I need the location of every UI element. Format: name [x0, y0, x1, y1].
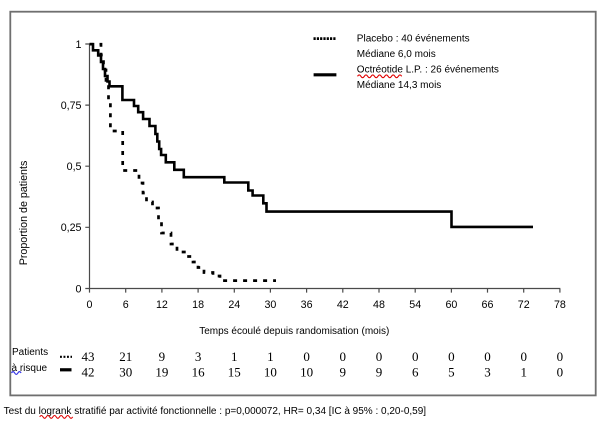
svg-text:Test du logrank stratifié par: Test du logrank stratifié par activité f…: [4, 406, 427, 417]
svg-text:0: 0: [484, 349, 491, 364]
svg-text:0: 0: [87, 299, 93, 311]
svg-text:6: 6: [412, 365, 419, 380]
svg-text:15: 15: [228, 365, 241, 380]
svg-text:42: 42: [82, 365, 95, 380]
svg-text:9: 9: [159, 349, 166, 364]
svg-text:3: 3: [484, 365, 491, 380]
svg-text:3: 3: [195, 349, 202, 364]
svg-text:0,75: 0,75: [61, 100, 82, 112]
svg-text:30: 30: [119, 365, 132, 380]
svg-text:19: 19: [155, 365, 168, 380]
svg-text:78: 78: [554, 299, 566, 311]
svg-text:Octréotide L.P. : 26 événement: Octréotide L.P. : 26 événements: [357, 65, 499, 76]
svg-text:0: 0: [76, 283, 82, 295]
svg-text:24: 24: [228, 299, 240, 311]
svg-text:0,5: 0,5: [67, 161, 82, 173]
svg-text:21: 21: [119, 349, 132, 364]
svg-text:5: 5: [448, 365, 455, 380]
svg-text:72: 72: [518, 299, 530, 311]
svg-text:42: 42: [337, 299, 349, 311]
svg-text:48: 48: [373, 299, 385, 311]
svg-text:0: 0: [376, 349, 383, 364]
svg-text:18: 18: [192, 299, 204, 311]
svg-text:0,25: 0,25: [61, 222, 82, 234]
svg-text:Temps écoulé depuis randomisat: Temps écoulé depuis randomisation (mois): [199, 326, 389, 337]
svg-text:1: 1: [76, 39, 82, 51]
svg-text:Patients: Patients: [12, 347, 48, 358]
svg-text:43: 43: [82, 349, 95, 364]
svg-text:54: 54: [409, 299, 421, 311]
svg-text:10: 10: [300, 365, 313, 380]
svg-text:6: 6: [123, 299, 129, 311]
svg-text:16: 16: [192, 365, 206, 380]
svg-text:36: 36: [301, 299, 313, 311]
svg-text:10: 10: [264, 365, 277, 380]
svg-text:Placebo : 40 événements: Placebo : 40 événements: [357, 34, 470, 45]
svg-text:Proportion de patients: Proportion de patients: [18, 161, 30, 266]
svg-text:0: 0: [412, 349, 419, 364]
svg-text:à risque: à risque: [12, 363, 48, 374]
svg-text:60: 60: [445, 299, 457, 311]
svg-text:0: 0: [340, 349, 347, 364]
svg-text:Médiane 14,3 mois: Médiane 14,3 mois: [357, 80, 442, 91]
svg-text:0: 0: [557, 365, 564, 380]
svg-text:12: 12: [156, 299, 168, 311]
svg-text:Médiane 6,0 mois: Médiane 6,0 mois: [357, 49, 436, 60]
svg-text:1: 1: [267, 349, 274, 364]
svg-text:0: 0: [448, 349, 455, 364]
svg-text:66: 66: [482, 299, 494, 311]
svg-text:9: 9: [340, 365, 347, 380]
svg-text:1: 1: [231, 349, 238, 364]
svg-text:0: 0: [557, 349, 564, 364]
svg-text:9: 9: [376, 365, 383, 380]
svg-text:1: 1: [520, 365, 527, 380]
svg-text:0: 0: [303, 349, 310, 364]
svg-text:30: 30: [264, 299, 276, 311]
svg-text:0: 0: [520, 349, 527, 364]
